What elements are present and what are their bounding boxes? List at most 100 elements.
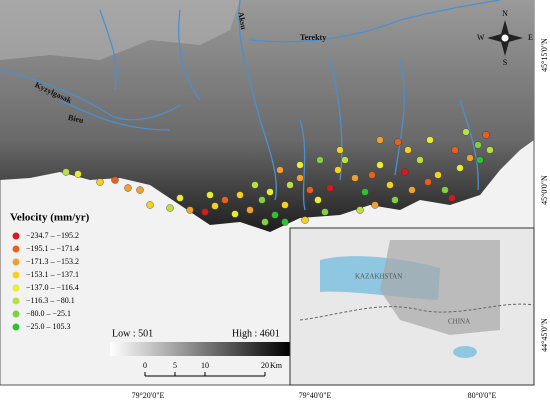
velocity-point [341,156,349,164]
velocity-point [166,204,174,212]
velocity-point [301,216,309,224]
compass-label: E [528,33,533,42]
velocity-point [486,146,494,154]
velocity-point [136,186,144,194]
velocity-point [376,136,384,144]
velocity-point [368,171,376,179]
velocity-point [404,146,412,154]
inset-label: CHINA [448,318,470,326]
legend-label: −153.1 – −137.1 [26,270,79,279]
velocity-point [306,186,314,194]
velocity-point [441,186,449,194]
legend-swatch [12,232,20,240]
scale-bar: 0 5 10 20 Km [143,361,283,377]
compass-label: S [503,58,507,67]
terrain [0,0,534,232]
velocity-point [258,196,266,204]
velocity-point [206,191,214,199]
legend-label: −137.0 – −116.4 [26,283,79,292]
velocity-point [401,168,409,176]
points [62,128,494,226]
velocity-point [176,194,184,202]
velocity-point [96,178,104,186]
velocity-point [316,156,324,164]
velocity-point [296,174,304,182]
legend-swatch [12,284,20,292]
velocity-point [466,154,474,162]
velocity-point [146,201,154,209]
velocity-point [361,188,369,196]
velocity-point [426,136,434,144]
river-label: Terekty [300,33,326,42]
velocity-point [326,184,334,192]
velocity-point [434,171,442,179]
legend-label: −25.0 – 105.3 [26,322,71,331]
velocity-point [266,188,274,196]
velocity-point [474,141,482,149]
velocity-point [261,218,269,226]
elevation-low: Low : 501 [112,328,153,339]
legend-label: −171.3 – −153.2 [26,257,79,266]
legend-swatch [12,258,20,266]
compass-label: N [502,9,508,18]
scale-label: 0 [143,361,147,370]
velocity-point [271,211,279,219]
velocity-point [456,164,464,172]
scale-label: 10 [201,361,209,370]
velocity-point [314,196,322,204]
velocity-point [74,170,82,178]
velocity-point [246,206,254,214]
legend-swatch [12,323,20,331]
velocity-point [201,208,209,216]
velocity-point [394,138,402,146]
velocity-point [111,176,119,184]
velocity-point [371,201,379,209]
velocity-point [391,196,399,204]
velocity-point [356,206,364,214]
velocity-point [281,218,289,226]
scale-label: 20 [261,361,269,370]
velocity-point [451,146,459,154]
elevation-ramp [110,342,290,356]
velocity-point [482,131,490,139]
longitude-label: 79°20'0"E [132,391,165,400]
velocity-point [251,181,259,189]
velocity-point [221,196,229,204]
velocity-point [351,174,359,182]
velocity-point [211,202,219,210]
velocity-point [281,201,289,209]
rivers [0,0,501,211]
compass: N S E W [477,9,533,67]
legend-swatch [12,297,20,305]
legend-label: −195.1 – −171.4 [26,244,79,253]
latitude-label: 45°0'0"N [540,175,549,205]
legend-label: −116.3 – −80.1 [26,296,75,305]
inset-label: KAZAKHSTAN [355,273,402,281]
legend: −234.7 – −195.2 −195.1 – −171.4 −171.3 – −… [12,231,79,331]
longitude-label: 80°0'0"E [468,391,497,400]
legend-label: −234.7 – −195.2 [26,231,79,240]
inset-map: KAZAKHSTAN CHINA [289,227,535,386]
longitude-label: 79°40'0"E [299,391,332,400]
velocity-point [276,166,284,174]
velocity-point [186,206,194,214]
velocity-point [286,181,294,189]
scale-unit: Km [270,361,283,370]
legend-swatch [12,271,20,279]
legend-title: Velocity (mm/yr) [10,212,90,224]
velocity-point [236,191,244,199]
velocity-point [336,146,344,154]
elevation-high: High : 4601 [232,328,280,339]
velocity-point [416,156,424,164]
velocity-point [408,186,416,194]
compass-label: W [477,33,485,42]
legend-swatch [12,310,20,318]
legend-swatch [12,245,20,253]
velocity-point [296,161,304,169]
velocity-point [334,166,342,174]
scale-label: 5 [173,361,177,370]
velocity-point [231,210,239,218]
legend-label: −80.0 – −25.1 [26,309,71,318]
river-label: Aksu [236,11,248,31]
